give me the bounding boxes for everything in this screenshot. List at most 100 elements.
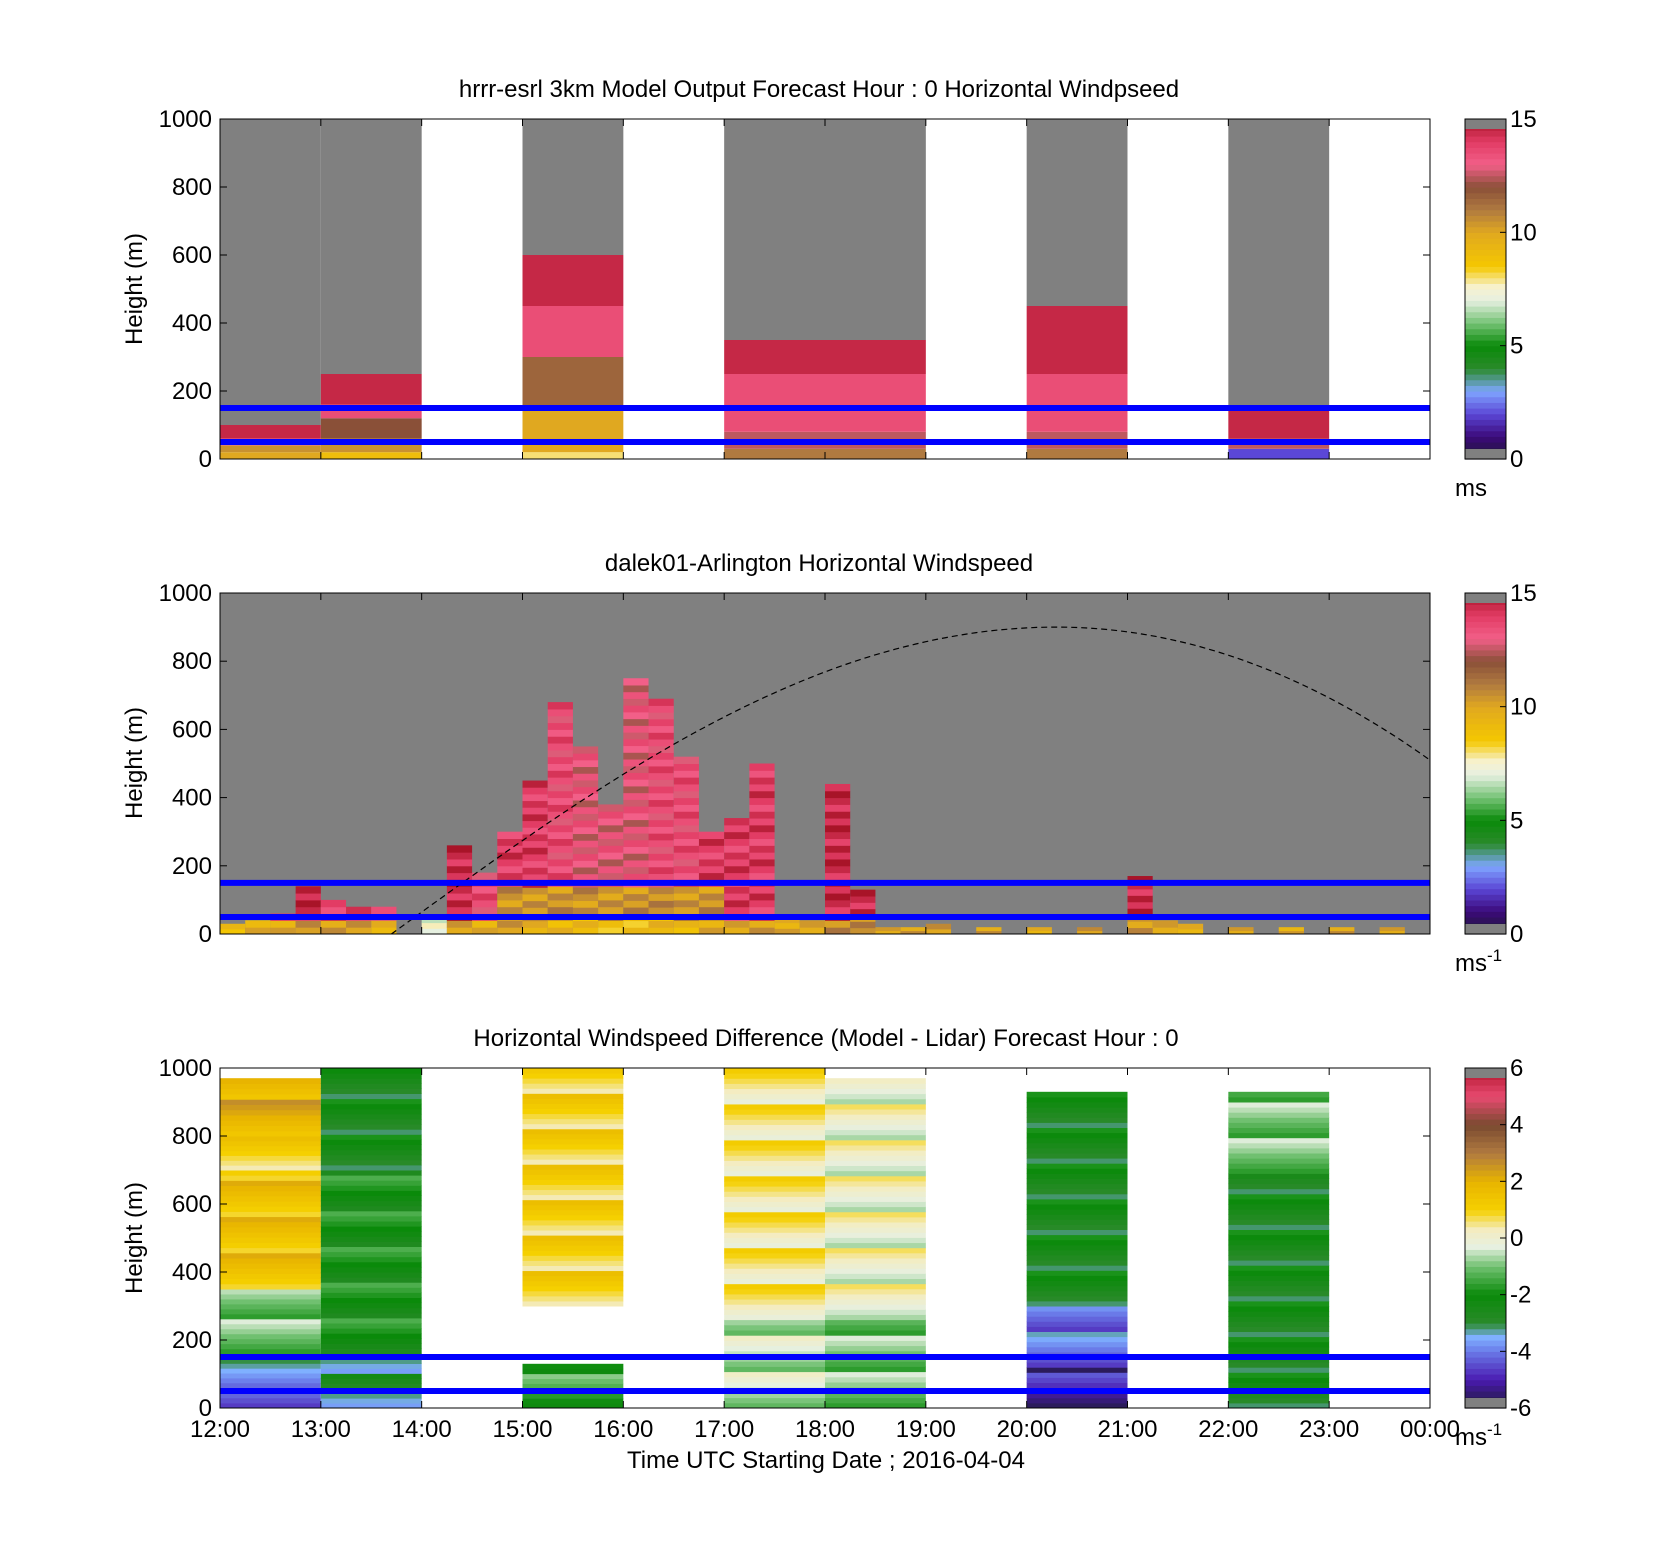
heatmap-cell (623, 691, 649, 699)
heatmap-cell (522, 1179, 624, 1185)
heatmap-cell (1026, 1367, 1128, 1373)
colorbar-segment (1465, 260, 1506, 267)
colorbar-unit: ms-1 (1455, 946, 1502, 977)
colorbar-segment (1465, 1158, 1506, 1165)
heatmap-cell (522, 306, 624, 357)
heatmap-cell (295, 906, 321, 915)
heatmap-cell (648, 779, 674, 787)
colorbar-tick-label: 15 (1510, 106, 1537, 133)
heatmap-cell (825, 1165, 926, 1172)
heatmap-cell (320, 1190, 422, 1196)
heatmap-cell (749, 804, 775, 812)
heatmap-cell (1228, 1117, 1330, 1123)
heatmap-cell (522, 1133, 624, 1140)
heatmap-cell (900, 927, 926, 932)
heatmap-cell (522, 1118, 624, 1125)
heatmap-cell (1228, 930, 1254, 935)
colorbar-segment (1465, 735, 1506, 742)
heatmap-cell (1026, 1382, 1128, 1389)
heatmap-cell (825, 831, 851, 840)
heatmap-cell (724, 1397, 825, 1404)
heatmap-cell (749, 831, 775, 840)
heatmap-cell (572, 813, 599, 821)
heatmap-cell (1228, 1178, 1330, 1185)
heatmap-cell (648, 920, 674, 928)
heatmap-cell (245, 927, 271, 935)
heatmap-cell (1026, 1198, 1128, 1205)
colorbar-segment (1465, 1198, 1506, 1205)
heatmap-cell (220, 1377, 321, 1384)
heatmap-cell (1026, 1147, 1128, 1154)
heatmap-cell (623, 711, 649, 720)
heatmap-cell (320, 1333, 422, 1339)
heatmap-cell (1077, 927, 1103, 932)
heatmap-cell (522, 1378, 624, 1384)
heatmap-cell (825, 797, 851, 805)
heatmap-cell (1026, 448, 1128, 459)
heatmap-cell (1228, 408, 1330, 439)
heatmap-cell (1379, 930, 1405, 935)
heatmap-cell (724, 1170, 825, 1177)
heatmap-cell (623, 853, 649, 861)
x-tick-label: 13:00 (291, 1416, 351, 1443)
colorbar-segment (1465, 814, 1506, 821)
colorbar-segment (1465, 1107, 1506, 1114)
heatmap-cell (724, 1247, 825, 1254)
heatmap-cell (825, 448, 926, 459)
heatmap-cell (623, 873, 649, 881)
colorbar-segment (1465, 442, 1506, 449)
heatmap-cell (598, 804, 624, 812)
heatmap-cell (497, 906, 523, 915)
colorbar-segment (1465, 1232, 1506, 1239)
heatmap-cell (1026, 1336, 1128, 1343)
colorbar-segment (1465, 678, 1506, 685)
heatmap-cell (623, 819, 649, 827)
heatmap-cell (220, 1201, 321, 1207)
colorbar-segment (1465, 604, 1506, 611)
heatmap-cell (1228, 1091, 1330, 1098)
heatmap-cell (522, 1199, 624, 1206)
heatmap-cell (774, 916, 800, 924)
heatmap-cell (724, 1160, 825, 1167)
heatmap-cell (320, 418, 422, 439)
heatmap-cell (749, 858, 775, 867)
heatmap-cell (320, 906, 347, 915)
y-tick-label: 400 (172, 1259, 212, 1286)
heatmap-cell (220, 1278, 321, 1285)
heatmap-cell (547, 749, 573, 758)
heatmap-cell (825, 1237, 926, 1244)
heatmap-cell (522, 1245, 624, 1251)
heatmap-cell (572, 907, 599, 915)
heatmap-cell (220, 1155, 321, 1161)
colorbar-segment (1465, 786, 1506, 793)
heatmap-cell (572, 746, 599, 754)
heatmap-cell (547, 804, 573, 812)
heatmap-cell (724, 1201, 825, 1208)
heatmap-cell (1127, 882, 1153, 890)
colorbar-segment (1465, 334, 1506, 341)
colorbar-segment (1465, 317, 1506, 324)
colorbar-segment (1465, 1141, 1506, 1148)
heatmap-cell (698, 852, 725, 860)
heatmap-cell (522, 1373, 624, 1380)
heatmap-cell (825, 1216, 926, 1223)
heatmap-cell (724, 852, 750, 860)
heatmap-cell (648, 806, 674, 814)
colorbar-segment (1465, 627, 1506, 634)
heatmap-cell (724, 838, 750, 846)
heatmap-cell (1026, 1204, 1128, 1210)
colorbar-segment (1465, 1328, 1506, 1335)
heatmap-cell (497, 886, 523, 894)
heatmap-cell (673, 804, 699, 812)
heatmap-cell (825, 920, 851, 928)
heatmap-cell (522, 1300, 624, 1307)
heatmap-cell (320, 1108, 422, 1115)
heatmap-cell (497, 858, 523, 867)
heatmap-cell (623, 738, 649, 747)
colorbar-segment (1465, 843, 1506, 850)
x-tick-label: 12:00 (190, 1416, 250, 1443)
heatmap-cell (547, 797, 573, 805)
heatmap-cell (598, 893, 624, 901)
heatmap-cell (673, 811, 699, 819)
heatmap-cell (1228, 1173, 1330, 1179)
